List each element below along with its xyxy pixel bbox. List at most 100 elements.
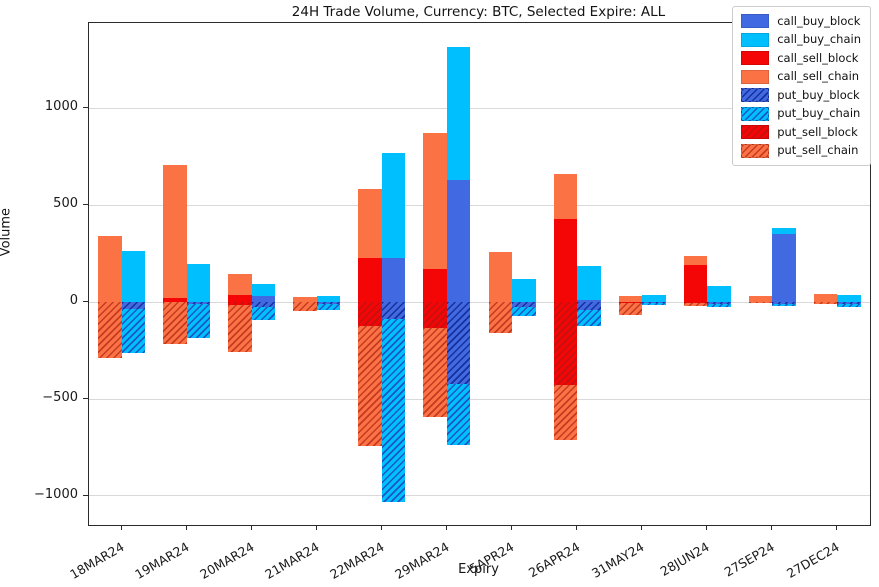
bar-segment-put_buy_block-20MAR24: [251, 302, 276, 307]
bar-segment-put_buy_block-5APR24: [512, 302, 536, 307]
legend-swatch-put_buy_block: [741, 88, 770, 102]
legend-swatch-put_buy_chain: [741, 106, 770, 121]
grid-line: [89, 495, 870, 497]
x-tick-mark: [706, 525, 708, 530]
legend-swatch-put_sell_block: [741, 125, 770, 139]
y-tick-mark: [83, 107, 88, 109]
bar-segment-call_sell_chain-26APR24: [553, 174, 578, 219]
bar-segment-put_buy_chain-20MAR24: [251, 306, 276, 320]
bar-segment-put_sell_chain-22MAR24: [358, 326, 382, 447]
bar-segment-call_sell_block-29MAR24: [423, 269, 447, 303]
bar-segment-put_buy_chain-31MAY24: [642, 303, 666, 305]
x-tick-mark: [185, 525, 187, 530]
bar-segment-put_buy_block-21MAR24: [316, 302, 341, 305]
bar-segment-put_sell_chain-19MAR24: [163, 302, 187, 344]
bar-segment-put_sell_block-22MAR24: [358, 302, 382, 327]
bar-segment-put_sell_block-31MAY24: [618, 302, 643, 304]
bar-segment-call_buy_block-27SEP24: [772, 234, 796, 303]
legend-label: put_sell_chain: [777, 143, 859, 157]
legend-swatch-call_sell_chain: [741, 69, 770, 84]
bar-segment-call_sell_block-20MAR24: [228, 295, 252, 303]
bar-segment-put_sell_chain-27SEP24: [748, 302, 773, 304]
x-tick-mark: [120, 525, 122, 530]
grid-line: [89, 398, 870, 400]
bar-segment-call_sell_block-26APR24: [553, 218, 578, 303]
bar-segment-call_buy_chain-19MAR24: [186, 264, 211, 303]
legend-item-call_sell_chain: call_sell_chain: [741, 69, 861, 84]
bar-segment-call_buy_chain-26APR24: [577, 266, 601, 301]
bar-segment-call_sell_chain-20MAR24: [228, 274, 252, 296]
grid-line: [89, 107, 870, 109]
bar-segment-call_sell_chain-21MAR24: [293, 297, 317, 303]
bar-segment-call_sell_chain-27DEC24: [813, 294, 838, 303]
legend-swatch-put_sell_chain: [741, 143, 770, 158]
bar-segment-call_buy_chain-29MAR24: [446, 47, 471, 180]
bar-segment-put_sell_chain-5APR24: [488, 302, 513, 334]
bar-segment-put_buy_block-31MAY24: [642, 302, 666, 304]
chart-title: 24H Trade Volume, Currency: BTC, Selecte…: [291, 4, 666, 20]
bar-segment-put_buy_chain-27DEC24: [837, 304, 861, 307]
y-tick-mark: [83, 494, 88, 496]
x-tick-mark: [380, 525, 382, 530]
y-tick-label: −1000: [34, 486, 78, 502]
legend-item-call_buy_chain: call_buy_chain: [741, 32, 861, 47]
bar-segment-put_buy_block-26APR24: [577, 302, 601, 310]
x-tick-mark: [836, 525, 838, 530]
bar-segment-put_buy_chain-29MAR24: [446, 384, 471, 445]
bar-segment-put_sell_chain-28JUN24: [683, 303, 708, 306]
legend-item-put_buy_block: put_buy_block: [741, 88, 861, 102]
bar-segment-put_buy_block-28JUN24: [707, 302, 731, 305]
bar-segment-put_buy_chain-18MAR24: [121, 308, 146, 354]
bar-segment-put_buy_block-27SEP24: [772, 302, 796, 305]
bar-segment-call_buy_chain-5APR24: [512, 278, 536, 303]
x-tick-mark: [576, 525, 578, 530]
legend-swatch-call_buy_block: [741, 14, 770, 28]
bar-segment-call_sell_chain-27SEP24: [748, 296, 773, 303]
bar-segment-call_buy_chain-28JUN24: [707, 285, 731, 303]
x-tick-mark: [771, 525, 773, 530]
x-axis-label: Expiry: [458, 562, 499, 577]
x-tick-mark: [250, 525, 252, 530]
bar-segment-call_buy_chain-20MAR24: [251, 283, 276, 297]
bar-segment-call_sell_block-19MAR24: [163, 298, 187, 303]
legend-label: call_sell_chain: [777, 69, 860, 83]
legend-swatch-call_buy_chain: [741, 32, 770, 47]
legend-label: call_buy_chain: [777, 32, 861, 46]
bar-segment-call_buy_chain-22MAR24: [381, 152, 406, 258]
x-tick-mark: [511, 525, 513, 530]
bar-segment-call_buy_chain-31MAY24: [642, 295, 666, 303]
legend-label: put_sell_block: [777, 124, 858, 139]
bar-segment-call_sell_chain-31MAY24: [618, 296, 643, 303]
bar-segment-call_sell_chain-5APR24: [488, 251, 513, 303]
bar-segment-call_buy_chain-21MAR24: [316, 296, 341, 303]
bar-segment-put_buy_chain-27SEP24: [772, 304, 796, 306]
legend-item-put_sell_chain: put_sell_chain: [741, 143, 861, 158]
bar-segment-put_buy_block-18MAR24: [121, 302, 146, 309]
bar-segment-call_buy_block-20MAR24: [251, 296, 276, 303]
bar-segment-call_sell_block-28JUN24: [683, 265, 708, 303]
bar-segment-put_sell_chain-21MAR24: [293, 302, 317, 311]
bar-segment-call_buy_block-26APR24: [577, 300, 601, 303]
bar-segment-call_sell_chain-29MAR24: [423, 133, 447, 270]
bar-segment-put_sell_block-28JUN24: [683, 302, 708, 304]
bar-segment-call_sell_block-22MAR24: [358, 258, 382, 303]
bar-segment-put_buy_block-22MAR24: [381, 302, 406, 319]
bar-segment-call_sell_chain-28JUN24: [683, 255, 708, 266]
legend-label: put_buy_chain: [777, 106, 861, 120]
legend-label: call_buy_block: [777, 13, 861, 28]
legend-item-call_buy_block: call_buy_block: [741, 14, 861, 28]
y-axis-label: Volume: [0, 207, 14, 257]
bar-segment-call_buy_chain-18MAR24: [121, 250, 146, 303]
legend-item-call_sell_block: call_sell_block: [741, 51, 861, 65]
bar-segment-call_buy_chain-27SEP24: [772, 228, 796, 235]
bar-segment-put_buy_chain-5APR24: [512, 306, 536, 316]
bar-segment-put_sell_block-29MAR24: [423, 302, 447, 329]
grid-line: [89, 301, 870, 303]
legend-label: call_sell_block: [777, 50, 859, 65]
bar-segment-put_buy_chain-26APR24: [577, 309, 601, 327]
y-tick-label: 0: [69, 293, 78, 309]
bar-segment-put_buy_chain-28JUN24: [707, 304, 731, 307]
y-tick-mark: [83, 204, 88, 206]
bar-segment-call_sell_chain-19MAR24: [163, 165, 187, 299]
